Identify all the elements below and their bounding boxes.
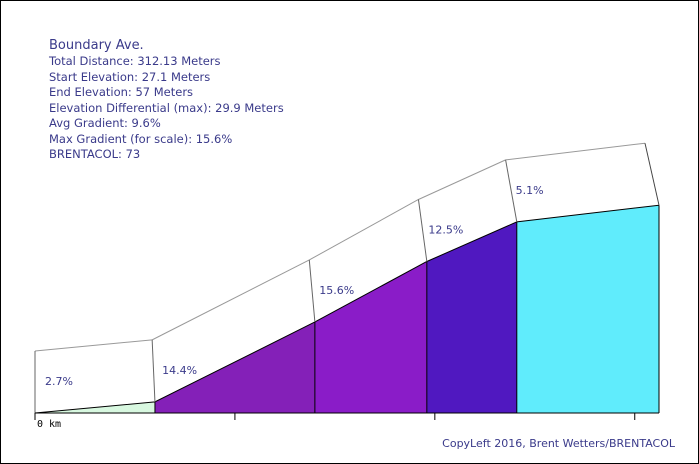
elevation-segment-2 [154,321,315,413]
gradient-label-5: 5.1% [516,184,544,197]
route-info: Boundary Ave. Total Distance: 312.13 Met… [49,38,284,163]
brentacol-score: BRENTACOL: 73 [49,147,141,161]
elevation-segment-5 [516,205,659,413]
gradient-label-1: 2.7% [45,375,73,388]
band-top-edge-4 [418,159,506,200]
gradient-label-3: 15.6% [319,284,354,297]
elevation-segment-4 [426,221,517,413]
band-left-edge-3 [308,259,316,322]
start-elevation: Start Elevation: 27.1 Meters [49,69,211,84]
band-top-edge-5 [505,142,646,161]
gradient-label-4: 12.5% [428,223,463,236]
end-elevation: End Elevation: 57 Meters [49,85,194,99]
band-left-edge-2 [151,339,156,402]
band-left-edge-5 [505,159,518,222]
avg-gradient: Avg Gradient: 9.6% [49,116,161,130]
copyright-notice: CopyLeft 2016, Brent Wetters/BRENTACOL [442,437,675,450]
x-tick-label-0: 0 km [37,419,61,430]
band-top-edge-1 [34,339,153,352]
band-top-edge-3 [309,199,419,261]
elevation-segment-3 [314,261,427,413]
band-right-edge [644,143,660,206]
gradient-label-2: 14.4% [162,364,197,377]
total-distance: Total Distance: 312.13 Meters [49,54,221,68]
route-title: Boundary Ave. [49,38,144,53]
elevation-profile-line [34,204,660,414]
band-left-edge-4 [417,199,428,262]
max-gradient: Max Gradient (for scale): 15.6% [49,131,233,146]
elevation-differential: Elevation Differential (max): 29.9 Meter… [49,100,284,115]
band-top-edge-2 [151,259,310,341]
